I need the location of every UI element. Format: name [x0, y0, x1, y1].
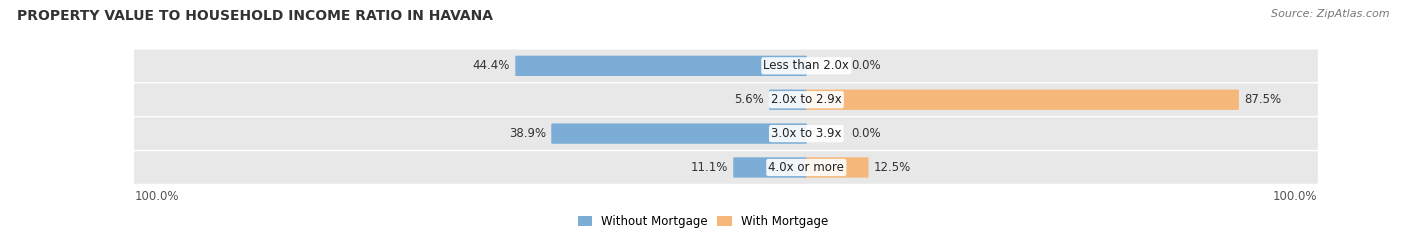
FancyBboxPatch shape	[134, 50, 1317, 82]
FancyBboxPatch shape	[134, 84, 1317, 116]
Text: 0.0%: 0.0%	[852, 127, 882, 140]
Text: PROPERTY VALUE TO HOUSEHOLD INCOME RATIO IN HAVANA: PROPERTY VALUE TO HOUSEHOLD INCOME RATIO…	[17, 9, 494, 23]
Text: 38.9%: 38.9%	[509, 127, 546, 140]
Text: 4.0x or more: 4.0x or more	[769, 161, 844, 174]
Text: 0.0%: 0.0%	[852, 59, 882, 72]
Text: 100.0%: 100.0%	[1272, 190, 1317, 202]
Text: 2.0x to 2.9x: 2.0x to 2.9x	[770, 93, 842, 106]
FancyBboxPatch shape	[515, 56, 807, 76]
Text: 100.0%: 100.0%	[135, 190, 179, 202]
Text: 12.5%: 12.5%	[873, 161, 911, 174]
FancyBboxPatch shape	[806, 90, 1239, 110]
Text: 5.6%: 5.6%	[734, 93, 763, 106]
FancyBboxPatch shape	[806, 157, 869, 178]
Text: 11.1%: 11.1%	[690, 161, 728, 174]
Text: Source: ZipAtlas.com: Source: ZipAtlas.com	[1271, 9, 1389, 19]
Text: Less than 2.0x: Less than 2.0x	[763, 59, 849, 72]
Text: 44.4%: 44.4%	[472, 59, 510, 72]
FancyBboxPatch shape	[769, 90, 807, 110]
FancyBboxPatch shape	[134, 117, 1317, 150]
FancyBboxPatch shape	[551, 124, 807, 144]
Text: 3.0x to 3.9x: 3.0x to 3.9x	[770, 127, 842, 140]
FancyBboxPatch shape	[734, 157, 807, 178]
Legend: Without Mortgage, With Mortgage: Without Mortgage, With Mortgage	[578, 215, 828, 228]
FancyBboxPatch shape	[134, 151, 1317, 184]
Text: 87.5%: 87.5%	[1244, 93, 1281, 106]
